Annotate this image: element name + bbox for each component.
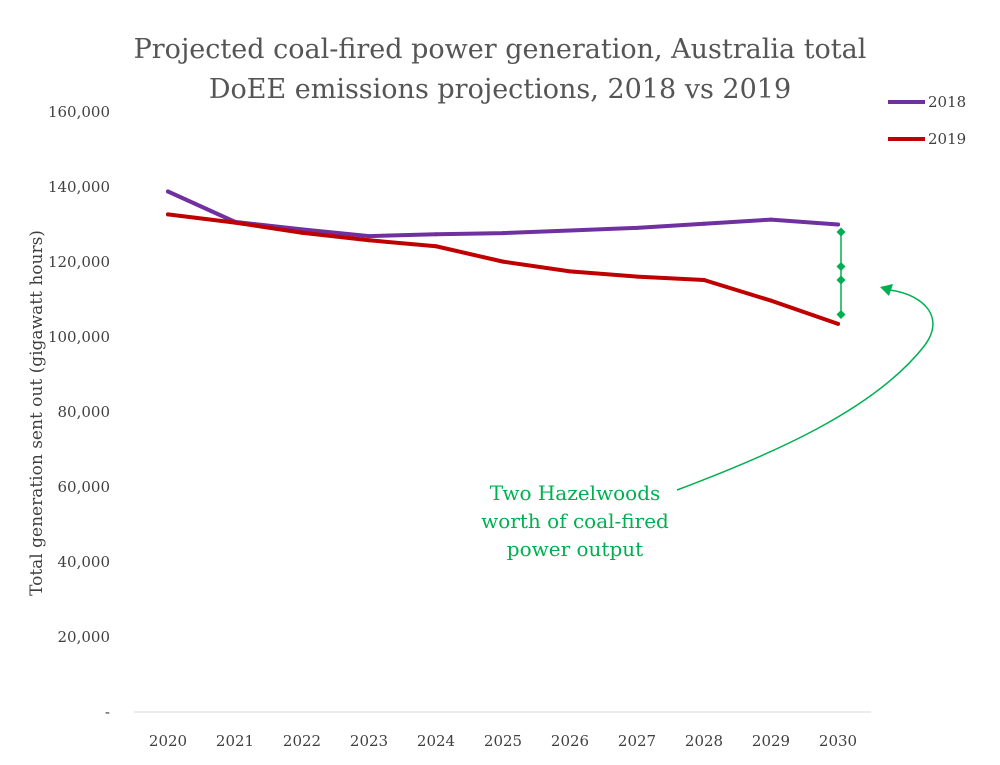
series-line-2019 <box>166 212 840 326</box>
y-tick-label: 60,000 <box>58 478 111 496</box>
x-tick-label: 2025 <box>484 732 522 750</box>
data-point-2019 <box>501 259 505 264</box>
chart-subtitle: DoEE emissions projections, 2018 vs 2019 <box>209 74 791 105</box>
annotation-diamond-marker <box>836 227 846 237</box>
annotation-text-line: Two Hazelwoods <box>490 481 661 505</box>
y-tick-label: 160,000 <box>48 103 110 121</box>
x-tick-label: 2028 <box>685 732 723 750</box>
x-tick-label: 2029 <box>752 732 790 750</box>
x-tick-label: 2021 <box>216 732 254 750</box>
data-point-2018 <box>367 234 371 239</box>
data-point-2018 <box>836 222 840 227</box>
data-point-2019 <box>635 274 639 279</box>
annotation-text-line: power output <box>507 537 643 561</box>
data-point-2019 <box>769 298 773 303</box>
x-tick-label: 2020 <box>149 732 187 750</box>
data-point-2018 <box>702 221 706 226</box>
x-tick-label: 2030 <box>819 732 857 750</box>
y-tick-label: 20,000 <box>58 628 111 646</box>
data-point-2019 <box>300 230 304 235</box>
data-point-2019 <box>836 321 840 326</box>
annotation-diamond-marker <box>836 310 846 319</box>
data-point-2018 <box>635 225 639 230</box>
y-tick-label: 140,000 <box>48 178 110 196</box>
annotation-diamond-marker <box>836 275 846 285</box>
data-point-2018 <box>568 228 572 233</box>
chart-title: Projected coal-fired power generation, A… <box>134 34 867 65</box>
data-point-2019 <box>166 212 170 217</box>
x-tick-label: 2026 <box>551 732 589 750</box>
x-tick-label: 2027 <box>618 732 656 750</box>
y-axis-title: Total generation sent out (gigawatt hour… <box>27 230 47 596</box>
data-point-2019 <box>702 278 706 282</box>
plot-area: - 20,000 40,000 60,000 80,000 100,000 120,000 1… <box>48 93 966 750</box>
y-tick-label: 120,000 <box>48 253 110 271</box>
annotation-arrow <box>676 289 934 491</box>
legend-label-2019: 2019 <box>928 130 966 148</box>
data-point-2019 <box>233 220 237 225</box>
data-point-2018 <box>300 227 304 232</box>
x-tick-label: 2022 <box>283 732 321 750</box>
data-point-2019 <box>568 269 572 274</box>
legend-label-2018: 2018 <box>928 93 966 111</box>
x-tick-label: 2024 <box>417 732 455 750</box>
annotation-diamond-marker <box>836 262 846 271</box>
annotation-text-line: worth of coal-fired <box>481 509 669 533</box>
x-tick-label: 2023 <box>350 732 388 750</box>
data-point-2018 <box>434 232 438 237</box>
data-point-2018 <box>166 189 170 194</box>
y-tick-label: 80,000 <box>58 403 111 421</box>
data-point-2018 <box>769 217 773 222</box>
annotation-arrowhead <box>880 284 893 296</box>
y-tick-label: - <box>105 703 110 721</box>
y-tick-label: 40,000 <box>58 553 111 571</box>
data-point-2019 <box>434 244 438 249</box>
y-tick-label: 100,000 <box>48 328 110 346</box>
data-point-2018 <box>501 231 505 236</box>
data-point-2019 <box>367 238 371 243</box>
